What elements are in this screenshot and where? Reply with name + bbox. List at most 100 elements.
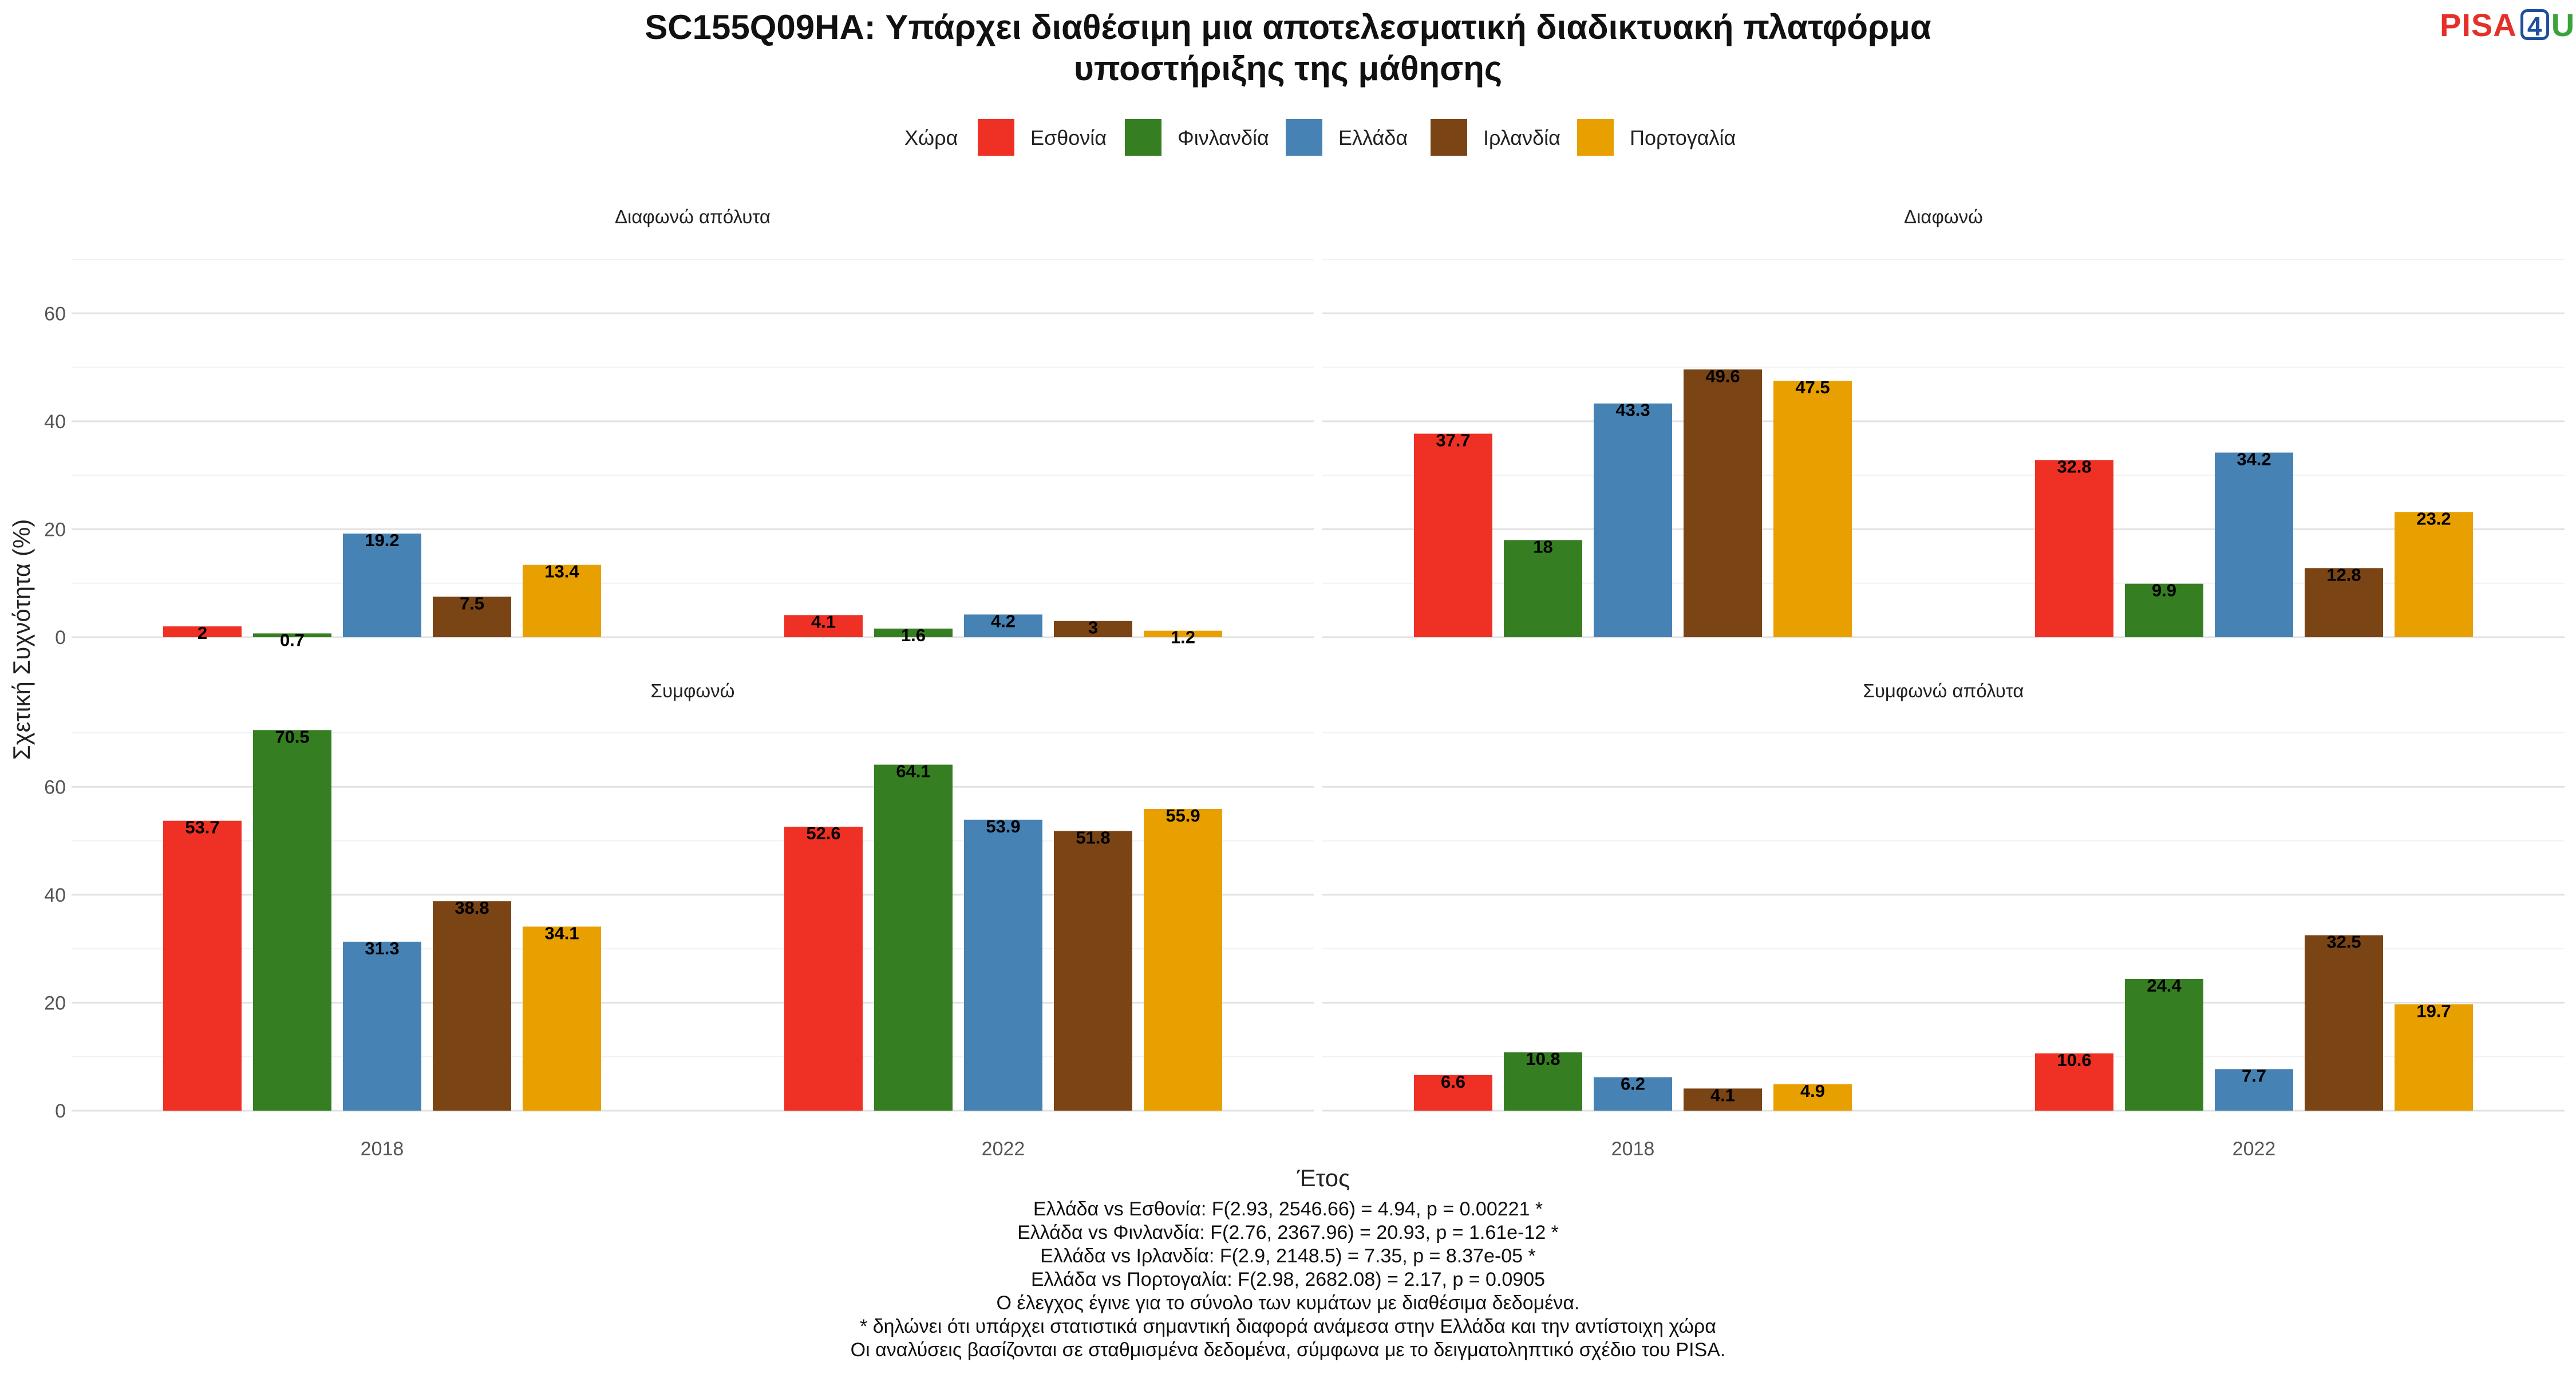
data-label: 7.7 <box>2242 1065 2266 1085</box>
legend-swatch <box>1577 119 1614 156</box>
data-label: 0.7 <box>280 630 305 650</box>
bar <box>1414 433 1492 637</box>
bar <box>163 626 242 637</box>
bar <box>2035 460 2113 637</box>
data-label: 38.8 <box>455 898 489 918</box>
data-label: 10.6 <box>2057 1050 2091 1070</box>
legend-swatch <box>978 119 1014 156</box>
bar <box>2125 978 2203 1111</box>
y-tick-label: 60 <box>44 303 66 325</box>
data-label: 6.2 <box>1621 1074 1645 1094</box>
bar <box>1594 403 1672 637</box>
x-tick-label: 2018 <box>361 1138 404 1160</box>
data-label: 64.1 <box>896 761 930 781</box>
bar <box>1054 831 1132 1111</box>
y-tick-label: 60 <box>44 776 66 798</box>
legend-swatch <box>1125 119 1161 156</box>
y-tick-label: 0 <box>55 1100 66 1122</box>
legend-title: Χώρα <box>904 126 958 149</box>
facet-label: Διαφωνώ <box>1904 206 1983 227</box>
bar <box>343 533 421 637</box>
footnote-line: * δηλώνει ότι υπάρχει στατιστικά σημαντι… <box>860 1316 1716 1337</box>
bar <box>253 730 331 1111</box>
bar <box>1594 1077 1672 1111</box>
bar <box>433 597 511 637</box>
facet-label: Συμφωνώ απόλυτα <box>1863 680 2024 701</box>
footnote-line: Ελλάδα vs Ιρλανδία: F(2.9, 2148.5) = 7.3… <box>1040 1245 1536 1267</box>
bar <box>784 827 863 1111</box>
data-label: 4.1 <box>1710 1085 1735 1105</box>
bar <box>2125 583 2203 637</box>
logo-u-text: U <box>2551 6 2575 43</box>
bar <box>1054 621 1132 637</box>
data-label: 47.5 <box>1795 377 1830 397</box>
footnotes: Ελλάδα vs Εσθονία: F(2.93, 2546.66) = 4.… <box>0 1198 2576 1362</box>
data-label: 2 <box>197 623 207 643</box>
data-label: 34.1 <box>544 923 579 943</box>
y-tick-label: 20 <box>44 519 66 540</box>
data-label: 24.4 <box>2147 976 2182 996</box>
legend-label: Εσθονία <box>1030 126 1107 149</box>
data-label: 32.8 <box>2057 457 2091 477</box>
bar <box>2305 935 2383 1111</box>
data-label: 6.6 <box>1441 1072 1465 1092</box>
data-label: 4.1 <box>811 611 836 631</box>
data-label: 4.2 <box>991 611 1016 631</box>
y-axis-title: Σχετική Συχνότητα (%) <box>8 519 35 760</box>
bar <box>1504 1052 1582 1111</box>
bar <box>1144 808 1222 1111</box>
data-label: 10.8 <box>1526 1049 1560 1069</box>
bar <box>253 633 331 637</box>
data-label: 34.2 <box>2237 449 2271 469</box>
footnote-line: Οι αναλύσεις βασίζονται σε σταθμισμένα δ… <box>850 1339 1726 1361</box>
facet-label: Διαφωνώ απόλυτα <box>615 206 771 227</box>
data-label: 70.5 <box>275 727 309 747</box>
bar <box>2305 568 2383 637</box>
data-label: 7.5 <box>460 593 484 613</box>
bar <box>2035 1053 2113 1111</box>
data-label: 32.5 <box>2326 932 2361 952</box>
footnote-line: Ελλάδα vs Εσθονία: F(2.93, 2546.66) = 4.… <box>1033 1198 1543 1220</box>
footnote-line: Ελλάδα vs Πορτογαλία: F(2.98, 2682.08) =… <box>1030 1269 1546 1290</box>
data-label: 19.2 <box>365 530 399 550</box>
x-axis-title: Έτος <box>1297 1164 1350 1191</box>
data-label: 1.2 <box>1171 627 1195 647</box>
data-label: 18 <box>1533 536 1552 556</box>
x-tick-label: 2022 <box>2233 1138 2276 1160</box>
bar <box>2395 512 2473 637</box>
bar <box>1684 369 1762 637</box>
data-label: 4.9 <box>1800 1081 1825 1101</box>
legend-label: Ελλάδα <box>1338 126 1408 149</box>
data-label: 31.3 <box>365 938 399 958</box>
x-tick-label: 2022 <box>982 1138 1025 1160</box>
bar <box>2395 1004 2473 1111</box>
data-label: 53.9 <box>986 816 1020 836</box>
bar <box>523 564 601 637</box>
bar <box>343 941 421 1111</box>
bar <box>1504 540 1582 637</box>
data-label: 19.7 <box>2416 1001 2451 1021</box>
x-tick-label: 2018 <box>1611 1138 1655 1160</box>
bar <box>2215 452 2293 637</box>
footnote-line: Ελλάδα vs Φινλανδία: F(2.76, 2367.96) = … <box>1017 1222 1559 1243</box>
bar <box>964 614 1042 637</box>
legend-swatch <box>1286 119 1322 156</box>
bar <box>1414 1075 1492 1111</box>
legend-label: Φινλανδία <box>1178 126 1269 149</box>
data-label: 43.3 <box>1615 400 1650 420</box>
data-label: 52.6 <box>806 823 840 843</box>
bar <box>1773 381 1852 637</box>
data-label: 37.7 <box>1436 431 1470 451</box>
bar <box>433 901 511 1111</box>
bar <box>874 628 953 637</box>
data-label: 49.6 <box>1705 366 1740 386</box>
bar <box>2215 1069 2293 1111</box>
bar <box>1684 1088 1762 1111</box>
data-label: 12.8 <box>2326 564 2361 585</box>
data-label: 3 <box>1088 618 1098 638</box>
logo-pisa-text: PISA <box>2440 6 2517 43</box>
legend-swatch <box>1431 119 1467 156</box>
bar <box>1773 1084 1852 1111</box>
y-tick-label: 40 <box>44 885 66 906</box>
data-label: 55.9 <box>1165 806 1200 826</box>
